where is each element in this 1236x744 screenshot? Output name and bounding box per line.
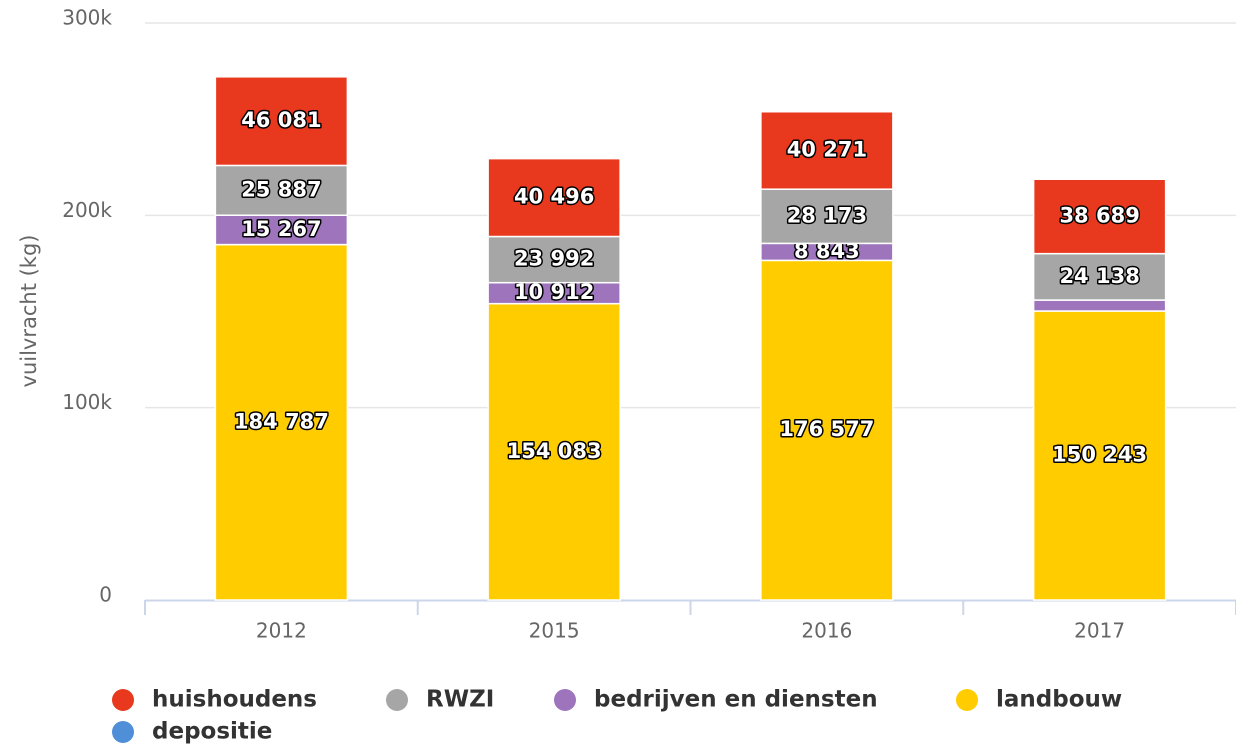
legend-label: bedrijven en diensten [594, 687, 878, 713]
x-tick-label: 2012 [256, 619, 307, 643]
x-tick-label: 2015 [529, 619, 580, 643]
value-label: 15 267 [241, 217, 321, 241]
value-label: 40 496 [514, 185, 594, 209]
bar-segment [214, 243, 349, 601]
bar-segment [214, 76, 349, 167]
legend-label: RWZI [426, 687, 494, 713]
legend-marker [386, 689, 408, 711]
value-label: 24 138 [1059, 264, 1139, 288]
y-axis-label: vuilvracht (kg) [17, 235, 41, 388]
bar-segment [1032, 310, 1167, 601]
value-label: 150 243 [1052, 443, 1147, 467]
legend-label: depositie [152, 719, 272, 744]
value-label: 184 787 [234, 409, 329, 433]
legend-marker [554, 689, 576, 711]
value-label: 10 912 [514, 280, 594, 304]
bar-segment [760, 110, 894, 190]
bar-segment [214, 164, 349, 216]
bar-segment [487, 302, 621, 601]
bar-segment [1032, 178, 1167, 255]
bar-segment [1032, 252, 1167, 301]
value-label: 46 081 [241, 108, 321, 132]
legend-marker [956, 689, 978, 711]
legend-label: landbouw [996, 687, 1122, 713]
value-label: 25 887 [241, 177, 321, 201]
y-tick-label: 100k [62, 390, 112, 414]
x-tick-label: 2016 [801, 619, 852, 643]
y-tick-label: 300k [62, 6, 112, 30]
y-tick-label: 0 [99, 583, 112, 607]
x-tick-label: 2017 [1074, 619, 1125, 643]
value-label: 154 083 [507, 439, 602, 463]
value-label: 38 689 [1059, 203, 1139, 227]
bar-segment [487, 157, 621, 238]
value-label: 23 992 [514, 247, 594, 271]
y-tick-label: 200k [62, 198, 112, 222]
legend-label: huishoudens [152, 687, 317, 713]
value-label: 40 271 [787, 137, 867, 161]
legend-marker [112, 689, 134, 711]
bar-segment [760, 188, 894, 245]
legend-marker [112, 721, 134, 743]
bar-segment [760, 259, 894, 601]
value-label: 28 173 [787, 203, 867, 227]
value-label: 176 577 [779, 417, 874, 441]
bar-segment [1032, 299, 1167, 312]
bar-segment [214, 214, 349, 246]
